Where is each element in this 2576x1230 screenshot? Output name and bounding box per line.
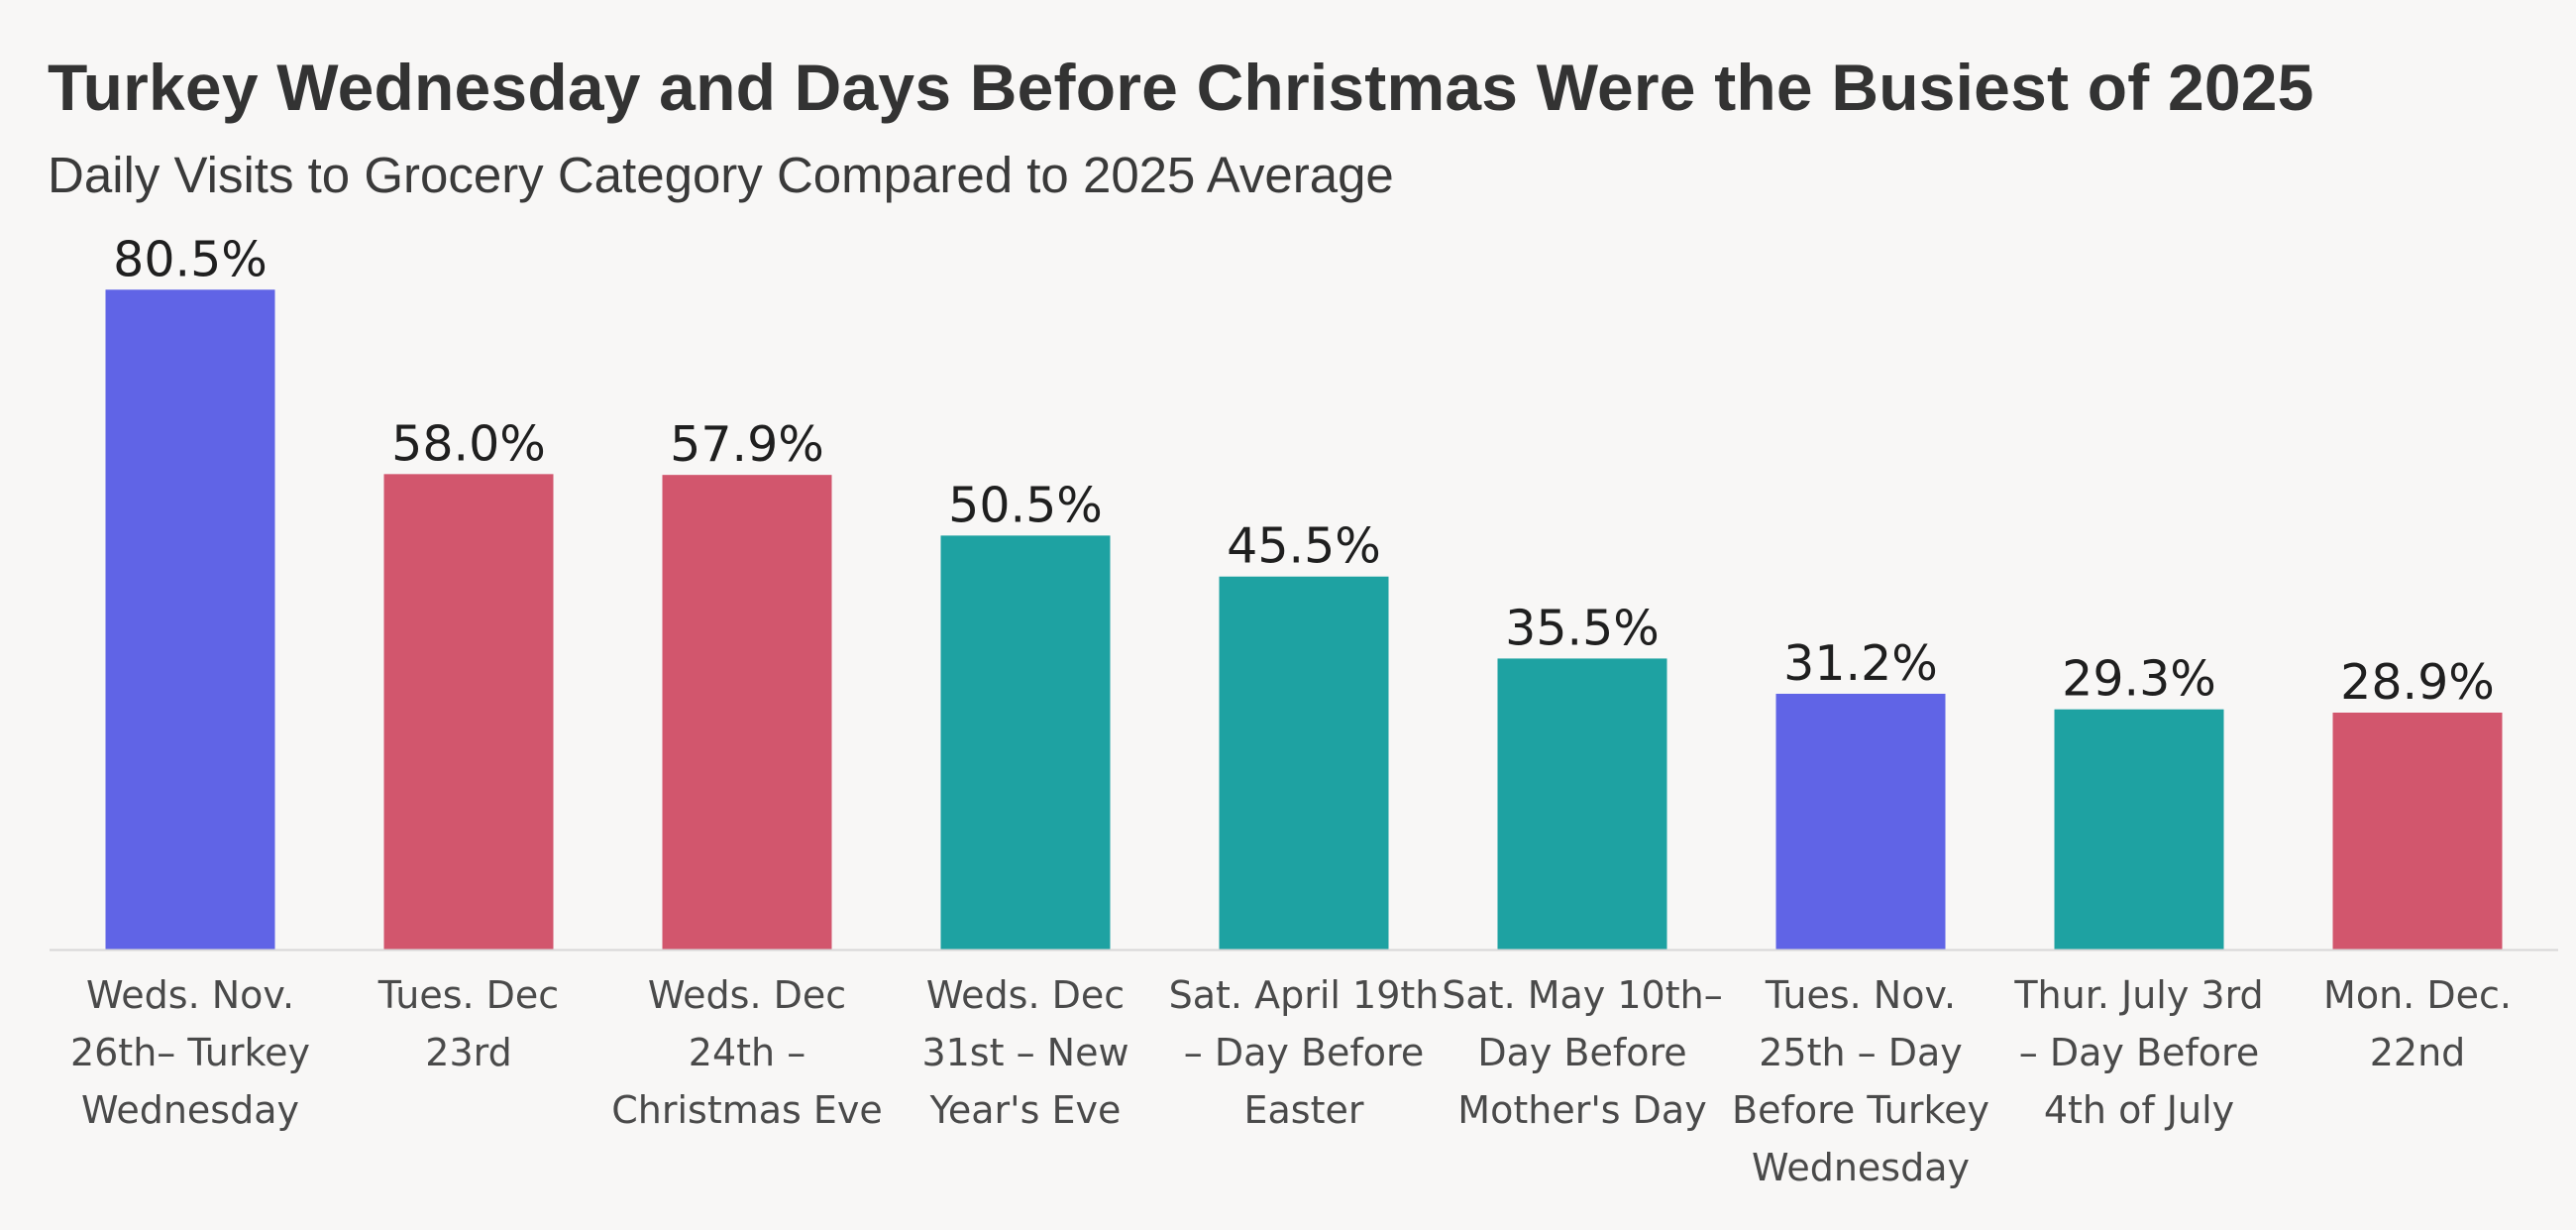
x-tick-label-line: Sat. April 19th: [1169, 973, 1440, 1017]
data-label-8: 29.3%: [2062, 651, 2216, 708]
x-tick-label-line: Mon. Dec.: [2323, 973, 2512, 1017]
x-tick-label-line: Year's Eve: [929, 1088, 1122, 1132]
data-label-9: 28.9%: [2340, 654, 2495, 711]
x-tick-label-2: Tues. Dec 23rd: [377, 973, 559, 1074]
x-tick-label-line: 23rd: [425, 1031, 511, 1074]
bar-1: [105, 289, 275, 950]
bars-layer: [105, 289, 2503, 950]
x-tick-label-line: Mother's Day: [1457, 1088, 1706, 1132]
data-label-2: 58.0%: [391, 415, 546, 472]
x-tick-label-line: Sat. May 10th–: [1442, 973, 1722, 1017]
x-tick-label-line: – Day Before: [1184, 1031, 1424, 1074]
x-tick-label-line: Wednesday: [81, 1088, 299, 1132]
x-tick-label-6: Sat. May 10th– Day Before Mother's Day: [1442, 973, 1722, 1132]
bar-6: [1497, 658, 1667, 950]
x-tick-label-1: Weds. Nov. 26th– Turkey Wednesday: [70, 973, 310, 1132]
x-tick-label-line: 4th of July: [2044, 1088, 2234, 1132]
x-tick-label-line: Weds. Nov.: [86, 973, 294, 1017]
x-tick-labels-layer: Weds. Nov. 26th– Turkey Wednesday Tues. Dec…: [70, 973, 2512, 1189]
x-tick-label-line: 22nd: [2370, 1031, 2466, 1074]
chart-title: Turkey Wednesday and Days Before Christm…: [48, 51, 2314, 124]
x-tick-label-line: Christmas Eve: [611, 1088, 883, 1132]
x-tick-label-line: 31st – New: [921, 1031, 1128, 1074]
data-label-3: 57.9%: [670, 416, 824, 473]
data-label-5: 45.5%: [1227, 518, 1381, 575]
data-label-7: 31.2%: [1783, 635, 1938, 692]
x-tick-label-9: Mon. Dec. 22nd: [2323, 973, 2512, 1074]
data-label-6: 35.5%: [1505, 600, 1660, 656]
x-tick-label-line: Easter: [1244, 1088, 1364, 1132]
x-tick-label-line: Wednesday: [1752, 1146, 1970, 1189]
x-tick-label-line: Day Before: [1477, 1031, 1686, 1074]
bar-7: [1775, 693, 1946, 950]
x-tick-label-7: Tues. Nov. 25th – Day Before Turkey Wednesd…: [1732, 973, 1989, 1189]
x-tick-label-3: Weds. Dec 24th – Christmas Eve: [611, 973, 883, 1132]
bar-8: [2054, 709, 2224, 950]
data-label-1: 80.5%: [113, 231, 268, 287]
x-tick-label-line: – Day Before: [2019, 1031, 2259, 1074]
bar-9: [2332, 712, 2503, 950]
x-tick-label-line: Weds. Dec: [926, 973, 1125, 1017]
x-tick-label-line: Before Turkey: [1732, 1088, 1989, 1132]
x-tick-label-line: 24th –: [689, 1031, 805, 1074]
x-tick-label-line: 26th– Turkey: [70, 1031, 310, 1074]
x-tick-label-8: Thur. July 3rd – Day Before 4th of July: [2013, 973, 2263, 1132]
x-tick-label-line: Tues. Nov.: [1765, 973, 1956, 1017]
x-tick-label-5: Sat. April 19th – Day Before Easter: [1169, 973, 1440, 1132]
data-labels-layer: 80.5% 58.0% 57.9% 50.5% 45.5% 35.5% 31.2% 29.3%…: [113, 231, 2495, 711]
x-tick-label-line: Weds. Dec: [648, 973, 846, 1017]
bar-2: [383, 474, 554, 950]
x-tick-label-line: Tues. Dec: [377, 973, 559, 1017]
chart-subtitle: Daily Visits to Grocery Category Compare…: [48, 147, 1394, 203]
data-label-4: 50.5%: [948, 477, 1103, 533]
x-tick-label-4: Weds. Dec 31st – New Year's Eve: [921, 973, 1128, 1132]
x-tick-label-line: Thur. July 3rd: [2013, 973, 2263, 1017]
bar-4: [940, 535, 1111, 950]
bar-5: [1219, 576, 1389, 950]
x-tick-label-line: 25th – Day: [1759, 1031, 1963, 1074]
bar-3: [662, 475, 832, 950]
